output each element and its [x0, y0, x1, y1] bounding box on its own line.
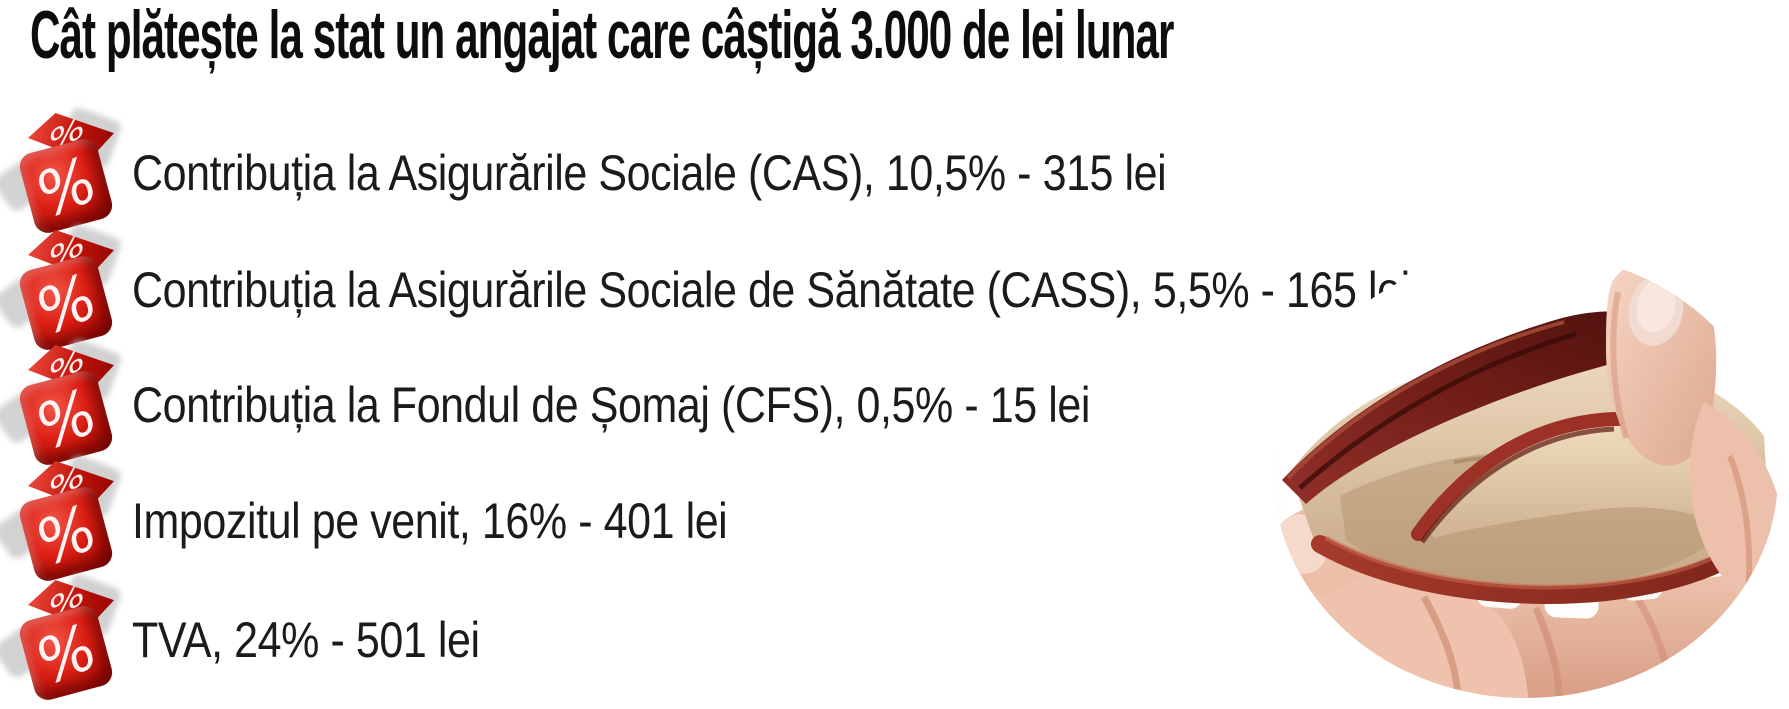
- list-item: % % Impozitul pe venit, 16% - 401 lei: [0, 453, 824, 584]
- percent-die-icon: % %: [0, 453, 130, 584]
- tax-item-label: Impozitul pe venit, 16% - 401 lei: [132, 493, 728, 549]
- tax-item-label: Contribuția la Asigurările Sociale de Să…: [132, 262, 1410, 318]
- percent-die-icon: % %: [0, 337, 130, 468]
- tax-item-label: Contribuția la Asigurările Sociale (CAS)…: [132, 145, 1167, 201]
- list-item: % % TVA, 24% - 501 lei: [0, 572, 536, 703]
- empty-wallet-photo: [1274, 252, 1778, 698]
- list-item: % % Contribuția la Asigurările Sociale d…: [0, 222, 1618, 353]
- percent-die-icon: % %: [0, 572, 130, 703]
- tax-item-label: TVA, 24% - 501 lei: [132, 612, 480, 668]
- list-item: % % Contribuția la Fondul de Șomaj (CFS)…: [0, 337, 1246, 468]
- tax-item-label: Contribuția la Fondul de Șomaj (CFS), 0,…: [132, 377, 1090, 433]
- percent-die-icon: % %: [0, 105, 130, 236]
- page-title: Cât plătește la stat un angajat care câș…: [30, 0, 1174, 73]
- percent-die-icon: % %: [0, 222, 130, 353]
- list-item: % % Contribuția la Asigurările Sociale (…: [0, 105, 1335, 236]
